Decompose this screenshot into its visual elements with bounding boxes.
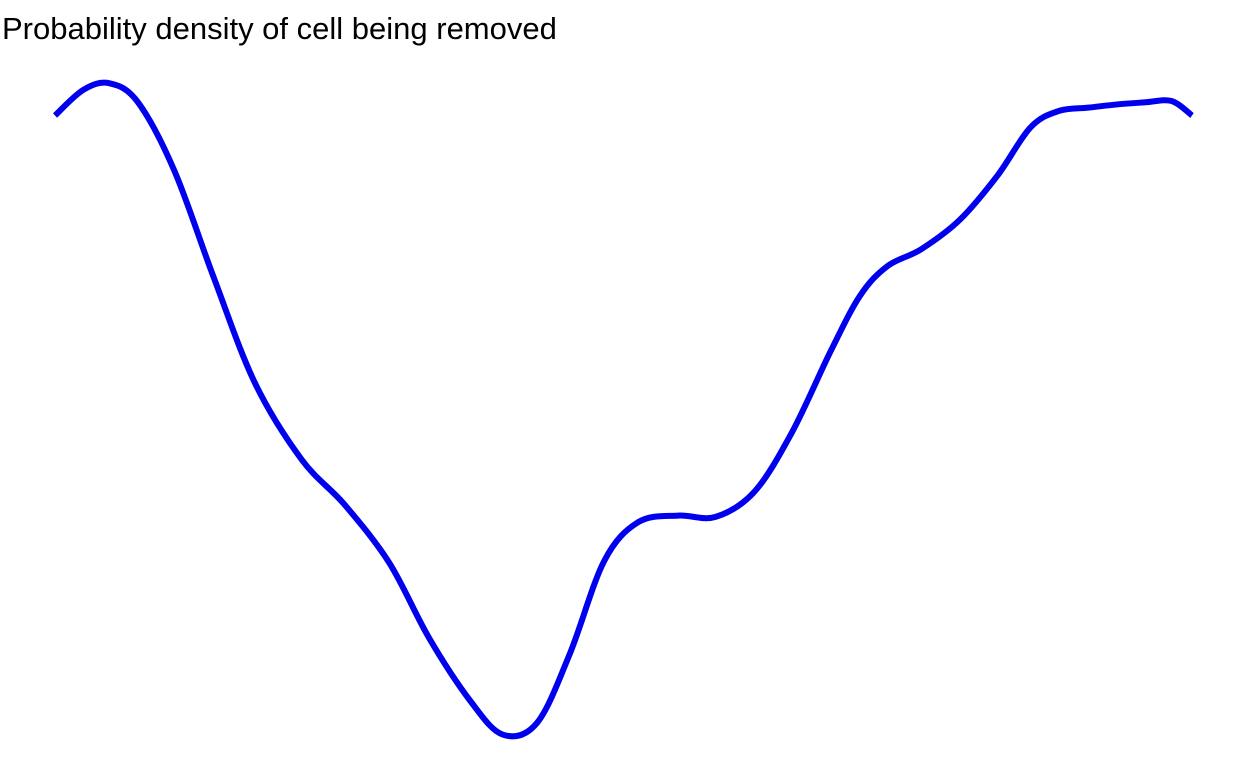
density-series-line (52, 79, 1194, 740)
chart-title: Probability density of cell being remove… (2, 11, 557, 46)
